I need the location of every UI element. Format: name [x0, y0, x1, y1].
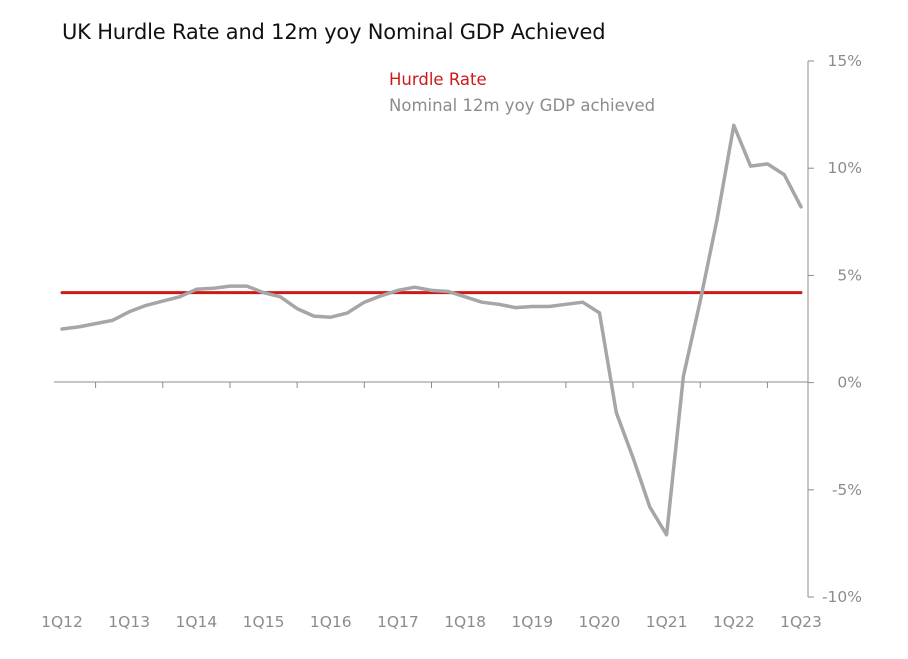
x-tick-label: 1Q12 — [41, 613, 83, 631]
series-line-nominal-gdp — [60, 123, 803, 537]
x-tick-label: 1Q19 — [511, 613, 553, 631]
y-tick-label: 0% — [837, 374, 862, 392]
y-tick-label: 10% — [828, 159, 862, 177]
x-tick-label: 1Q14 — [175, 613, 217, 631]
series-lines — [60, 123, 803, 537]
y-tick-labels: 15% 10% 5% 0% -5% -10% — [822, 52, 862, 606]
x-tick-label: 1Q17 — [377, 613, 419, 631]
y-tick-marks — [808, 60, 814, 598]
legend-item-nominal-gdp: Nominal 12m yoy GDP achieved — [389, 96, 656, 115]
x-tick-label: 1Q23 — [780, 613, 822, 631]
x-tick-label: 1Q21 — [646, 613, 688, 631]
x-tick-label: 1Q13 — [108, 613, 150, 631]
x-tick-label: 1Q15 — [243, 613, 285, 631]
x-tick-marks — [95, 382, 768, 388]
x-tick-labels: 1Q12 1Q13 1Q14 1Q15 1Q16 1Q17 1Q18 1Q19 1Q20 1Q21… — [41, 613, 822, 631]
x-tick-label: 1Q22 — [713, 613, 755, 631]
legend: Hurdle Rate Nominal 12m yoy GDP achieved — [389, 67, 655, 119]
x-tick-label: 1Q16 — [310, 613, 352, 631]
x-tick-label: 1Q18 — [444, 613, 486, 631]
y-tick-label: 15% — [828, 52, 862, 70]
x-tick-label: 1Q20 — [579, 613, 621, 631]
y-tick-label: -5% — [832, 481, 862, 499]
y-tick-label: 5% — [837, 266, 862, 284]
chart-title: UK Hurdle Rate and 12m yoy Nominal GDP A… — [62, 20, 606, 44]
y-tick-label: -10% — [822, 588, 862, 606]
legend-item-hurdle-rate: Hurdle Rate — [389, 70, 487, 89]
